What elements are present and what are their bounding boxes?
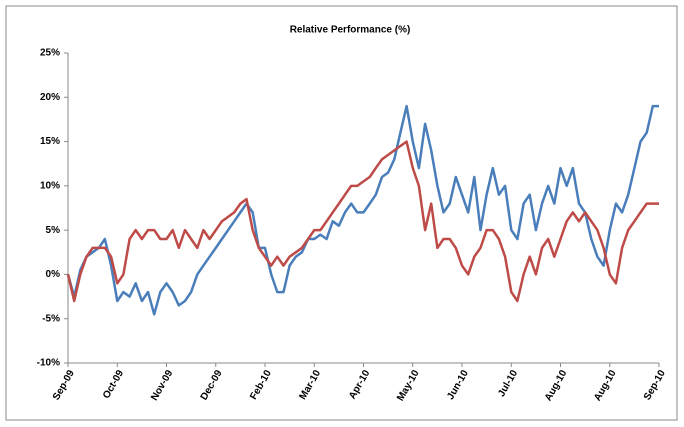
y-tick-label: 10%: [40, 180, 60, 191]
y-tick-label: -10%: [37, 358, 60, 369]
line-series: [66, 104, 659, 316]
y-tick-label: 15%: [40, 136, 60, 147]
chart-title: Relative Performance (%): [290, 25, 411, 36]
y-tick-label: 5%: [46, 225, 61, 236]
chart-border: [5, 5, 678, 421]
y-tick-label: 0%: [46, 269, 61, 280]
y-tick-label: 25%: [40, 48, 60, 59]
y-tick-label: -5%: [42, 313, 60, 324]
y-tick-label: 20%: [40, 92, 60, 103]
line-series: [66, 140, 659, 303]
